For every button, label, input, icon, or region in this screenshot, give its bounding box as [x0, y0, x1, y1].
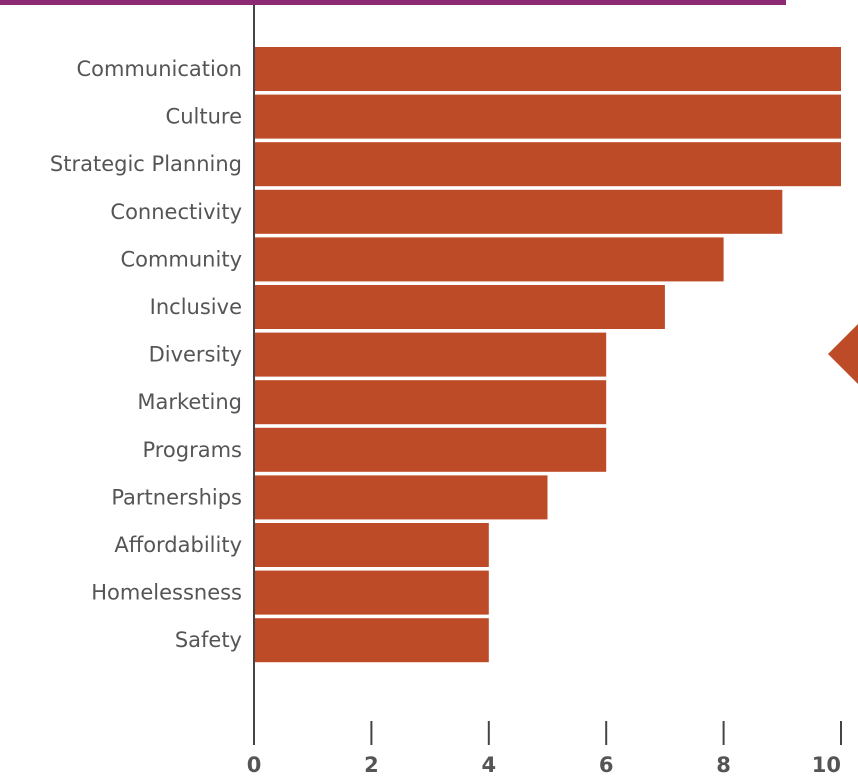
- x-tick-label-0: 0: [247, 753, 262, 777]
- category-label-homelessness: Homelessness: [91, 581, 242, 605]
- category-label-communication: Communication: [76, 57, 242, 81]
- arrow-left-marker: [828, 324, 858, 384]
- x-tick-label-6: 6: [599, 753, 614, 777]
- x-tick-label-4: 4: [481, 753, 496, 777]
- bar-strategic-planning: [254, 142, 841, 187]
- bar-inclusive: [254, 285, 665, 329]
- category-label-diversity: Diversity: [149, 343, 242, 367]
- bar-programs: [254, 427, 607, 472]
- category-label-inclusive: Inclusive: [150, 295, 242, 319]
- x-tick-label-10: 10: [812, 753, 841, 777]
- category-label-marketing: Marketing: [137, 390, 242, 414]
- bar-marketing: [254, 380, 607, 425]
- category-label-strategic-planning: Strategic Planning: [50, 152, 242, 176]
- category-label-connectivity: Connectivity: [110, 200, 242, 224]
- category-label-community: Community: [120, 247, 242, 271]
- category-labels: Communication Culture Strategic Planning Co…: [50, 57, 242, 652]
- category-label-safety: Safety: [175, 628, 242, 652]
- x-tick-label-8: 8: [716, 753, 731, 777]
- bar-culture: [254, 94, 841, 139]
- bar-diversity: [254, 332, 607, 377]
- category-label-culture: Culture: [166, 105, 242, 129]
- x-tick-label-2: 2: [364, 753, 379, 777]
- x-axis-ticks: 0 2 4 6 8 10: [247, 721, 842, 777]
- bar-community: [254, 237, 724, 282]
- bar-connectivity: [254, 189, 783, 234]
- bar-homelessness: [254, 570, 489, 615]
- bar-partnerships: [254, 475, 548, 520]
- bar-affordability: [254, 523, 489, 567]
- top-accent-band: [0, 0, 786, 5]
- category-label-partnerships: Partnerships: [111, 485, 242, 509]
- bar-communication: [254, 47, 841, 91]
- bars-layer: [254, 47, 841, 663]
- bar-safety: [254, 618, 489, 663]
- category-label-programs: Programs: [142, 438, 242, 462]
- category-label-affordability: Affordability: [114, 533, 242, 557]
